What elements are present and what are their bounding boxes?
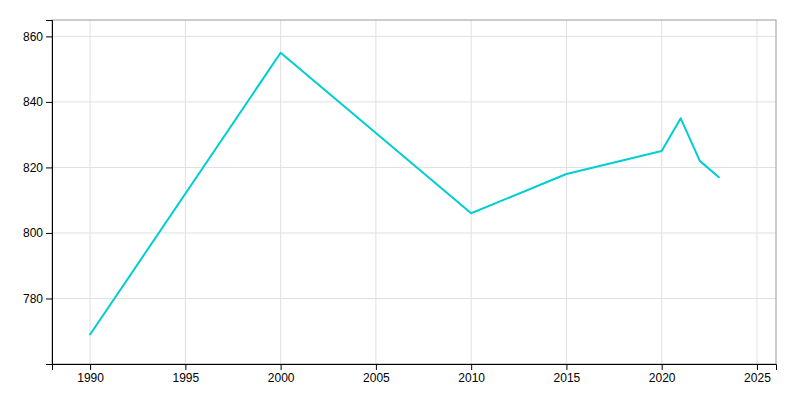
x-tick-mark (185, 364, 186, 370)
x-grid-line (90, 20, 91, 364)
x-axis: 1990 1995 2000 2005 2010 2015 2020 2025 (53, 364, 777, 385)
y-grid-line (52, 101, 776, 102)
y-tick: 840 (23, 95, 52, 109)
x-tick: 2025 (744, 364, 771, 385)
y-grid-line (52, 36, 776, 37)
y-tick-label: 780 (23, 292, 43, 306)
x-tick-mark (90, 364, 91, 370)
x-tick-label: 2010 (458, 371, 485, 385)
y-grid-line (52, 298, 776, 299)
chart-container: 1990 1995 2000 2005 2010 2015 2020 2025 780 800 82… (0, 0, 800, 400)
data-line (90, 53, 719, 335)
x-tick-label: 2015 (554, 371, 581, 385)
y-tick: 860 (23, 30, 52, 44)
x-tick-mark (662, 364, 663, 370)
x-grid-line (566, 20, 567, 364)
y-axis: 780 800 820 840 860 (23, 21, 53, 365)
grid (52, 20, 776, 364)
y-tick-mark (46, 298, 52, 299)
x-tick-label: 2005 (363, 371, 390, 385)
y-tick: 820 (23, 161, 52, 175)
x-tick-mark (471, 364, 472, 370)
y-tick-label: 840 (23, 95, 43, 109)
x-tick: 2000 (268, 364, 295, 385)
x-grid-line (661, 20, 662, 364)
y-tick-mark (46, 102, 52, 103)
x-tick-label: 2025 (744, 371, 771, 385)
x-tick: 2010 (458, 364, 485, 385)
x-tick: 2015 (554, 364, 581, 385)
x-tick: 2020 (649, 364, 676, 385)
x-tick-mark (376, 364, 377, 370)
x-grid-line (756, 20, 757, 364)
y-tick: 800 (23, 226, 52, 240)
x-tick-mark (281, 364, 282, 370)
y-tick-mark (46, 233, 52, 234)
x-tick: 1995 (173, 364, 200, 385)
x-grid-line (471, 20, 472, 364)
x-grid-line (375, 20, 376, 364)
x-tick-mark (757, 364, 758, 370)
y-grid-line (52, 167, 776, 168)
x-tick: 1990 (77, 364, 104, 385)
x-grid-line (280, 20, 281, 364)
marks (90, 53, 719, 335)
y-axis-line (46, 21, 53, 365)
x-tick-label: 1990 (77, 371, 104, 385)
y-tick: 780 (23, 292, 52, 306)
y-tick-label: 820 (23, 161, 43, 175)
x-tick-label: 2000 (268, 371, 295, 385)
x-axis-line (53, 365, 777, 371)
plot-frame (52, 20, 776, 364)
x-tick-label: 1995 (173, 371, 200, 385)
x-tick: 2005 (363, 364, 390, 385)
plot-area: 1990 1995 2000 2005 2010 2015 2020 2025 780 800 82… (23, 20, 777, 385)
x-tick-mark (566, 364, 567, 370)
y-tick-label: 860 (23, 30, 43, 44)
y-tick-label: 800 (23, 226, 43, 240)
y-grid-line (52, 232, 776, 233)
y-tick-mark (46, 167, 52, 168)
chart-svg: 1990 1995 2000 2005 2010 2015 2020 2025 780 800 82… (0, 0, 800, 400)
x-tick-label: 2020 (649, 371, 676, 385)
y-tick-mark (46, 36, 52, 37)
